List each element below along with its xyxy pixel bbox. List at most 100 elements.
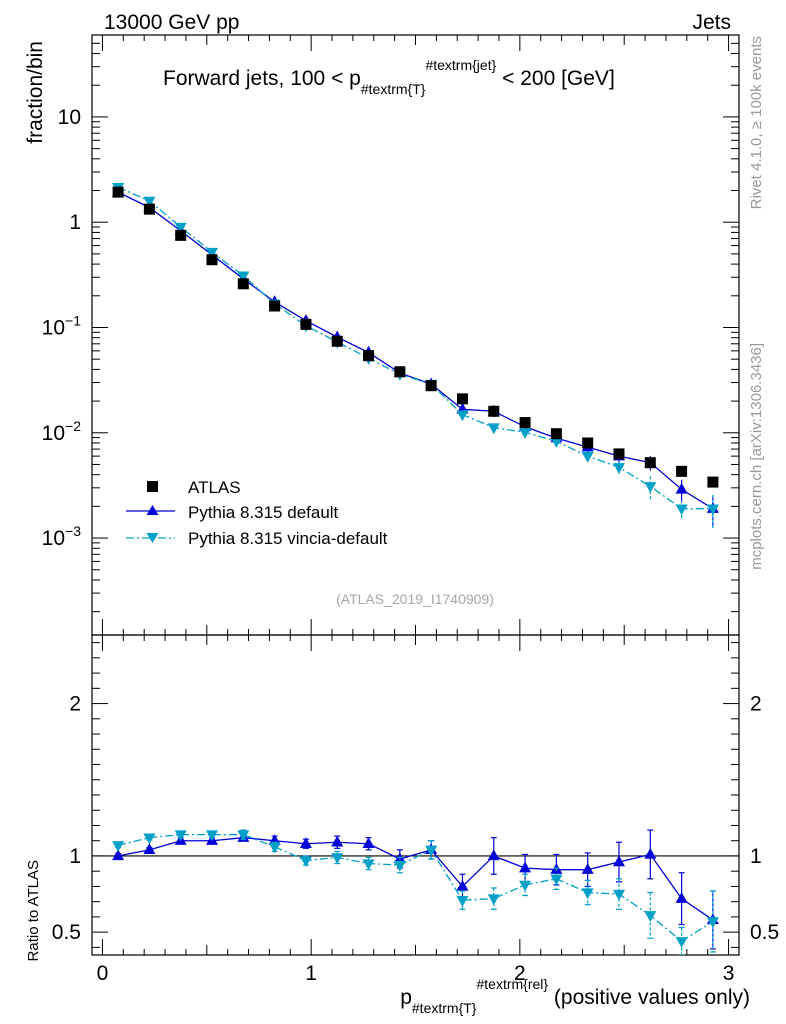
main-point-atlas bbox=[112, 186, 124, 198]
y-tick-label: 10 bbox=[58, 106, 81, 129]
main-point-pythia-vincia bbox=[644, 482, 657, 493]
main-point-pythia-vincia bbox=[206, 247, 219, 259]
ratio-point-pythia-default bbox=[675, 892, 688, 903]
ratio-y-axis-label: Ratio to ATLAS bbox=[25, 860, 42, 961]
ratio-point-pythia-default bbox=[644, 847, 657, 859]
ratio-panel-frame bbox=[91, 634, 740, 956]
main-point-atlas bbox=[363, 350, 375, 362]
reference-label: (ATLAS_2019_I1740909) bbox=[336, 591, 494, 607]
main-point-atlas bbox=[488, 405, 500, 417]
main-point-pythia-vincia bbox=[519, 428, 532, 439]
ratio-point-pythia-vincia bbox=[487, 894, 500, 906]
process-label: 13000 GeV pp bbox=[104, 11, 239, 34]
main-axis-ticks bbox=[92, 34, 739, 635]
y-tick-label: 1 bbox=[69, 211, 81, 234]
main-point-atlas bbox=[582, 437, 594, 449]
ratio-line-pythia-default bbox=[117, 837, 714, 921]
y-tick-label: 10−1 bbox=[42, 312, 82, 339]
ratio-point-pythia-vincia bbox=[174, 830, 187, 842]
main-point-atlas bbox=[676, 465, 688, 477]
y-axis-label: fraction/bin bbox=[24, 41, 47, 144]
ratio-point-pythia-vincia bbox=[550, 874, 563, 886]
ratio-point-pythia-vincia bbox=[456, 895, 469, 907]
ratio-point-pythia-default bbox=[519, 861, 532, 873]
main-point-atlas bbox=[550, 428, 562, 440]
ratio-point-pythia-default bbox=[112, 849, 125, 861]
main-point-atlas bbox=[707, 476, 719, 488]
ratio-point-pythia-vincia bbox=[612, 889, 625, 901]
ratio-tick-label-left: 1 bbox=[69, 845, 81, 868]
ratio-point-pythia-vincia bbox=[237, 830, 250, 842]
legend-marker-pythia-default bbox=[146, 505, 159, 515]
ratio-tick-label-right: 2 bbox=[750, 693, 762, 716]
y-tick-label: 10−3 bbox=[42, 523, 82, 550]
main-point-pythia-default bbox=[675, 482, 688, 494]
ratio-point-pythia-default bbox=[362, 837, 375, 848]
ratio-point-pythia-vincia bbox=[362, 859, 375, 871]
legend-marker-pythia-vincia bbox=[146, 533, 159, 543]
main-point-pythia-vincia bbox=[612, 463, 625, 474]
legend-label-atlas: ATLAS bbox=[188, 478, 241, 497]
ratio-point-pythia-default bbox=[456, 879, 469, 891]
ratio-point-pythia-default bbox=[487, 849, 500, 861]
x-tick-label: 1 bbox=[305, 962, 317, 985]
ratio-point-pythia-vincia bbox=[644, 911, 657, 922]
main-point-atlas bbox=[394, 366, 406, 378]
ratio-point-pythia-vincia bbox=[675, 937, 688, 948]
ratio-point-pythia-vincia bbox=[393, 860, 406, 872]
main-panel: 10−3 10−2 10−1 1 10 bbox=[42, 34, 740, 636]
main-point-pythia-vincia bbox=[550, 437, 563, 448]
ratio-point-pythia-default bbox=[612, 855, 625, 867]
ratio-point-pythia-vincia bbox=[206, 830, 219, 842]
ratio-tick-label-left: 0.5 bbox=[52, 921, 81, 944]
main-point-pythia-vincia bbox=[174, 222, 187, 234]
ratio-axis-ticks bbox=[92, 635, 739, 955]
legend: ATLAS Pythia 8.315 default Pythia 8.315 … bbox=[126, 478, 388, 548]
main-series-layer bbox=[112, 183, 719, 529]
ratio-tick-label-right: 0.5 bbox=[750, 921, 779, 944]
ratio-point-pythia-default bbox=[143, 843, 156, 855]
ratio-point-pythia-vincia bbox=[112, 841, 125, 852]
ratio-line-pythia-vincia bbox=[117, 833, 714, 943]
ratio-point-pythia-vincia bbox=[425, 845, 438, 857]
ratio-tick-label-right: 1 bbox=[750, 845, 762, 868]
ratio-panel: 0.5 0.5 1 1 2 2 0 1 2 3 bbox=[52, 634, 779, 985]
ratio-point-pythia-default bbox=[331, 835, 344, 847]
legend-marker-atlas bbox=[147, 481, 158, 492]
main-point-pythia-vincia bbox=[237, 271, 250, 283]
legend-label-pythia-default: Pythia 8.315 default bbox=[188, 503, 339, 522]
main-point-atlas bbox=[143, 203, 155, 215]
ratio-point-pythia-vincia bbox=[331, 853, 344, 865]
ratio-point-pythia-vincia bbox=[268, 842, 281, 854]
main-point-atlas bbox=[644, 457, 656, 469]
main-point-atlas bbox=[300, 318, 312, 330]
x-tick-label: 2 bbox=[514, 962, 526, 985]
main-line-pythia-default bbox=[117, 191, 714, 510]
ratio-point-pythia-vincia bbox=[143, 833, 156, 845]
legend-label-pythia-vincia: Pythia 8.315 vincia-default bbox=[188, 529, 388, 548]
x-axis-label: p#textrm{T}#textrm{rel} (positive values… bbox=[400, 976, 750, 1016]
main-point-pythia-vincia bbox=[143, 196, 156, 208]
main-point-pythia-vincia bbox=[456, 410, 469, 422]
analysis-category-label: Jets bbox=[692, 11, 731, 34]
ratio-point-pythia-vincia bbox=[706, 917, 719, 929]
ratio-point-pythia-vincia bbox=[299, 856, 312, 868]
ratio-point-pythia-vincia bbox=[519, 880, 532, 892]
main-line-pythia-vincia bbox=[117, 186, 713, 510]
chart-title: Forward jets, 100 < p#textrm{T}#textrm{j… bbox=[163, 57, 615, 97]
main-point-atlas bbox=[519, 417, 531, 429]
x-tick-label: 3 bbox=[723, 962, 735, 985]
main-point-atlas bbox=[425, 380, 437, 392]
main-point-atlas bbox=[331, 335, 343, 347]
main-point-atlas bbox=[237, 278, 249, 290]
ratio-point-pythia-default bbox=[299, 837, 312, 848]
main-y-tick-labels: 10−3 10−2 10−1 1 10 bbox=[42, 106, 82, 550]
ratio-point-pythia-default bbox=[581, 863, 594, 874]
main-point-pythia-vincia bbox=[487, 423, 500, 435]
main-point-atlas bbox=[613, 448, 625, 460]
main-point-pythia-vincia bbox=[675, 504, 688, 516]
ratio-y-tick-labels: 0.5 0.5 1 1 2 2 bbox=[52, 693, 779, 945]
main-point-atlas bbox=[206, 254, 218, 266]
main-point-pythia-vincia bbox=[706, 504, 719, 516]
